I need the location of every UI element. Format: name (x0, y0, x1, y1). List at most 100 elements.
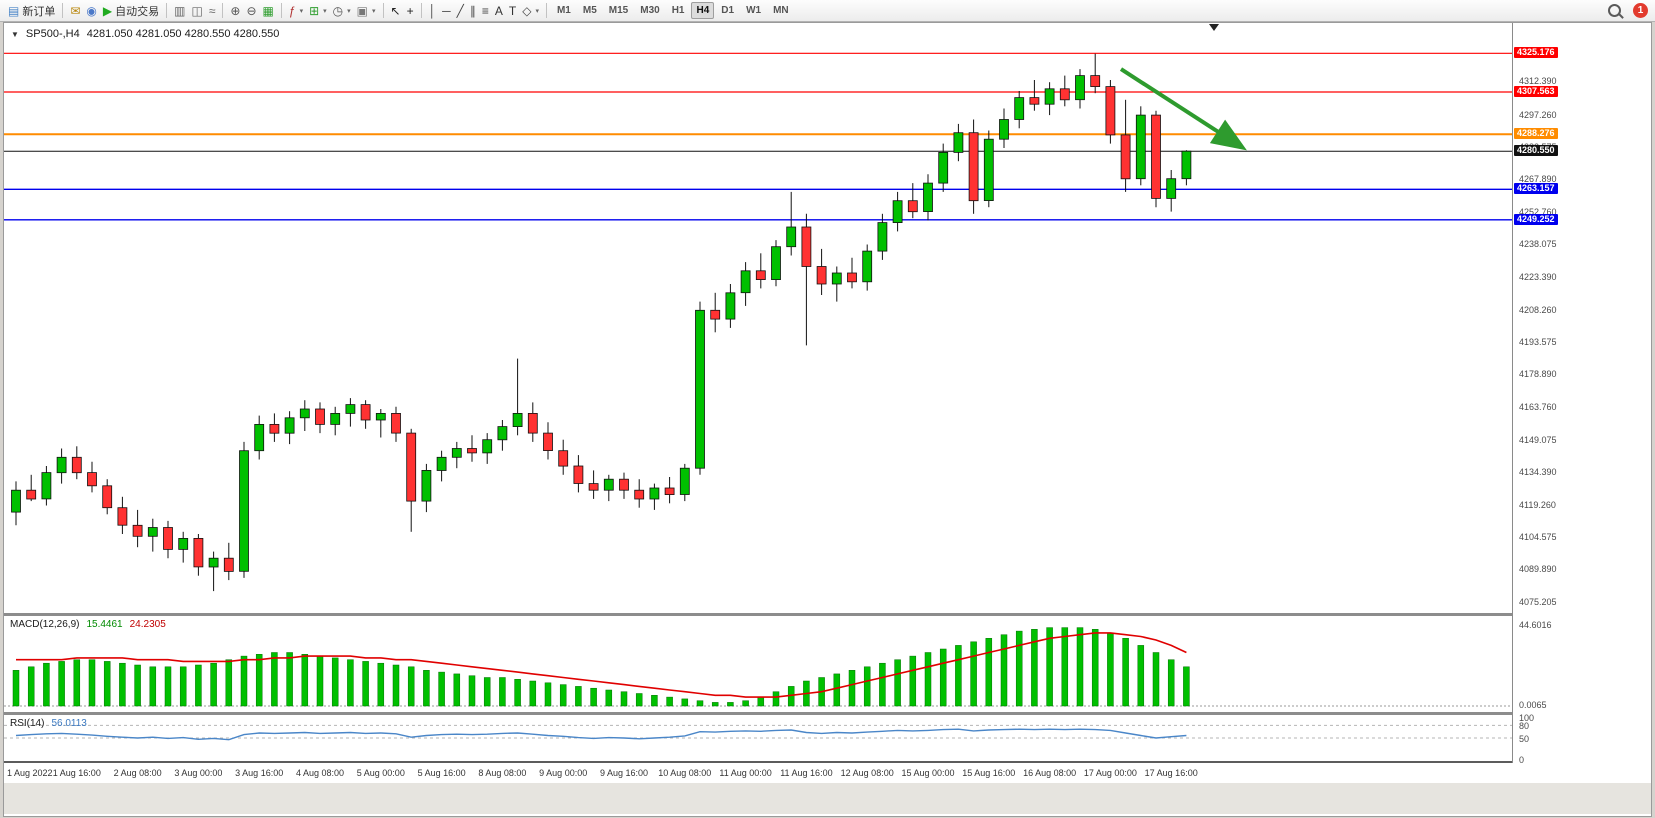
fibonacci-icon[interactable]: ≡ (479, 1, 492, 20)
dropdown-arrow-icon[interactable]: ▾ (347, 7, 351, 15)
timeframe-h4-button[interactable]: H4 (691, 2, 715, 19)
trendline-icon[interactable]: ╱ (454, 1, 467, 20)
macd-histogram-bar (985, 638, 993, 707)
mailbox-icon[interactable]: ✉ (67, 1, 83, 20)
current-price-label[interactable]: 4280.550 (1514, 145, 1558, 157)
community-icon: ◉ (86, 3, 97, 18)
time-tick: 1 Aug 16:00 (52, 768, 101, 778)
level-price-label[interactable]: 4249.252 (1514, 213, 1558, 225)
candle (831, 266, 842, 302)
macd-histogram-bar (27, 666, 35, 707)
community-icon[interactable]: ◉ (83, 1, 99, 20)
macd-histogram-bar (286, 652, 293, 707)
crosshair-icon[interactable]: + (404, 1, 417, 20)
price-tick: 4149.075 (1519, 434, 1557, 445)
rsi-tick: 0 (1519, 755, 1525, 765)
candle (193, 534, 204, 576)
horizontal-line-icon[interactable]: ─ (439, 1, 454, 20)
pane-splitter[interactable] (4, 712, 1651, 715)
search-icon (1608, 4, 1621, 17)
candle (87, 461, 97, 493)
macd-pane[interactable]: MACD(12,26,9) 15.4461 24.2305 (4, 616, 1512, 712)
candle (1029, 80, 1040, 111)
timeframe-w1-button[interactable]: W1 (746, 5, 762, 16)
candle (649, 483, 660, 510)
candlestick-plot[interactable] (4, 23, 1512, 613)
candle (877, 213, 888, 260)
candle (345, 398, 356, 427)
search-button[interactable] (1605, 1, 1624, 20)
timeframe-m30-button[interactable]: M30 (640, 5, 660, 16)
time-tick: 5 Aug 16:00 (417, 768, 466, 778)
level-price-label[interactable]: 4288.276 (1514, 128, 1558, 140)
timeframe-mn-button[interactable]: MN (773, 5, 789, 16)
time-tick: 9 Aug 00:00 (539, 768, 588, 778)
zoom-in-icon[interactable]: ⊕ (227, 1, 243, 20)
dropdown-arrow-icon[interactable]: ▾ (372, 7, 376, 15)
time-tick: 16 Aug 08:00 (1023, 768, 1077, 778)
macd-signal-value: 24.2305 (129, 619, 166, 630)
main-chart-pane[interactable]: ▼ SP500-,H4 4281.050 4281.050 4280.550 4… (4, 23, 1512, 613)
candlestick-mode-icon: ◫ (191, 3, 203, 18)
label-tool-icon[interactable]: T (506, 1, 519, 20)
dropdown-arrow-icon[interactable]: ▾ (299, 7, 304, 15)
text-tool-icon: A (494, 3, 503, 18)
price-tick: 4193.575 (1519, 336, 1557, 347)
trend-arrow-annotation[interactable] (1119, 67, 1247, 151)
price-tick: 4089.890 (1519, 564, 1557, 575)
timeframe-d1-button[interactable]: D1 (721, 5, 735, 16)
price-tick: 4104.575 (1519, 532, 1557, 543)
level-price-label[interactable]: 4307.563 (1514, 85, 1558, 97)
time-axis[interactable]: 1 Aug 2022 1 Aug 16:00 2 Aug 08:00 3 Aug 00… (4, 763, 1651, 783)
cursor-icon[interactable]: ↖ (388, 1, 404, 20)
price-tick: 4267.890 (1519, 173, 1557, 184)
macd-histogram-bar (1152, 652, 1160, 707)
candlestick-mode-icon[interactable]: ◫ (188, 1, 205, 20)
candle (558, 439, 569, 475)
shapes-icon[interactable]: ◇ ▾ (519, 1, 542, 20)
timeframe-h1-button[interactable]: H1 (671, 5, 685, 16)
autotrade-button[interactable]: ▶ 自动交易 (100, 1, 162, 20)
level-price-label[interactable]: 4263.157 (1514, 183, 1558, 195)
rsi-pane[interactable]: RSI(14) 56.0113 (4, 715, 1512, 761)
indicators-icon[interactable]: ƒ ▾ (286, 1, 306, 20)
text-tool-icon[interactable]: A (492, 1, 506, 20)
notification-badge[interactable]: 1 (1633, 3, 1648, 18)
bar-chart-mode-icon[interactable]: ▥ (171, 1, 188, 20)
timeframe-m5-button[interactable]: M5 (582, 5, 597, 16)
candle (254, 415, 265, 460)
label-tool-icon: T (508, 3, 517, 18)
chart-shift-marker[interactable] (1209, 24, 1219, 31)
macd-histogram-bar (240, 655, 248, 707)
line-chart-mode-icon[interactable]: ≈ (206, 1, 219, 20)
new-order-button[interactable]: ▤ 新订单 (5, 1, 58, 20)
candle (239, 441, 249, 578)
dropdown-arrow-icon[interactable]: ▾ (323, 7, 327, 15)
macd-histogram-bar (955, 645, 962, 707)
price-axis[interactable]: 4312.3904297.2604282.5754267.8904252.760… (1512, 23, 1651, 765)
macd-histogram-bar (909, 655, 917, 707)
vertical-line-icon[interactable]: │ (426, 1, 440, 20)
channel-icon[interactable]: ∥ (467, 1, 479, 20)
candle (1044, 82, 1055, 116)
time-tick: 3 Aug 16:00 (235, 768, 284, 778)
macd-histogram-bar (544, 682, 552, 707)
price-tick: 4075.205 (1519, 596, 1557, 607)
chart-dropdown-icon[interactable]: ▼ (11, 29, 19, 39)
pane-splitter[interactable] (4, 761, 1651, 763)
dropdown-arrow-icon[interactable]: ▾ (535, 7, 539, 15)
level-price-label[interactable]: 4325.176 (1514, 47, 1558, 59)
zoom-out-icon[interactable]: ⊖ (243, 1, 259, 20)
pane-splitter[interactable] (4, 613, 1651, 616)
add-indicator-icon[interactable]: ⊞ ▾ (306, 1, 330, 20)
chart-snapshot-icon[interactable]: ▣ ▾ (354, 1, 379, 20)
candle (953, 123, 964, 162)
macd-histogram-bar (301, 654, 309, 707)
timeframe-m15-button[interactable]: M15 (608, 5, 629, 16)
candle (269, 413, 280, 442)
period-clock-icon[interactable]: ◷ ▾ (330, 1, 354, 20)
candle (1059, 75, 1070, 107)
macd-histogram-bar (1137, 645, 1145, 707)
tile-windows-icon[interactable]: ▦ (260, 1, 277, 20)
timeframe-m1-button[interactable]: M1 (556, 5, 571, 16)
